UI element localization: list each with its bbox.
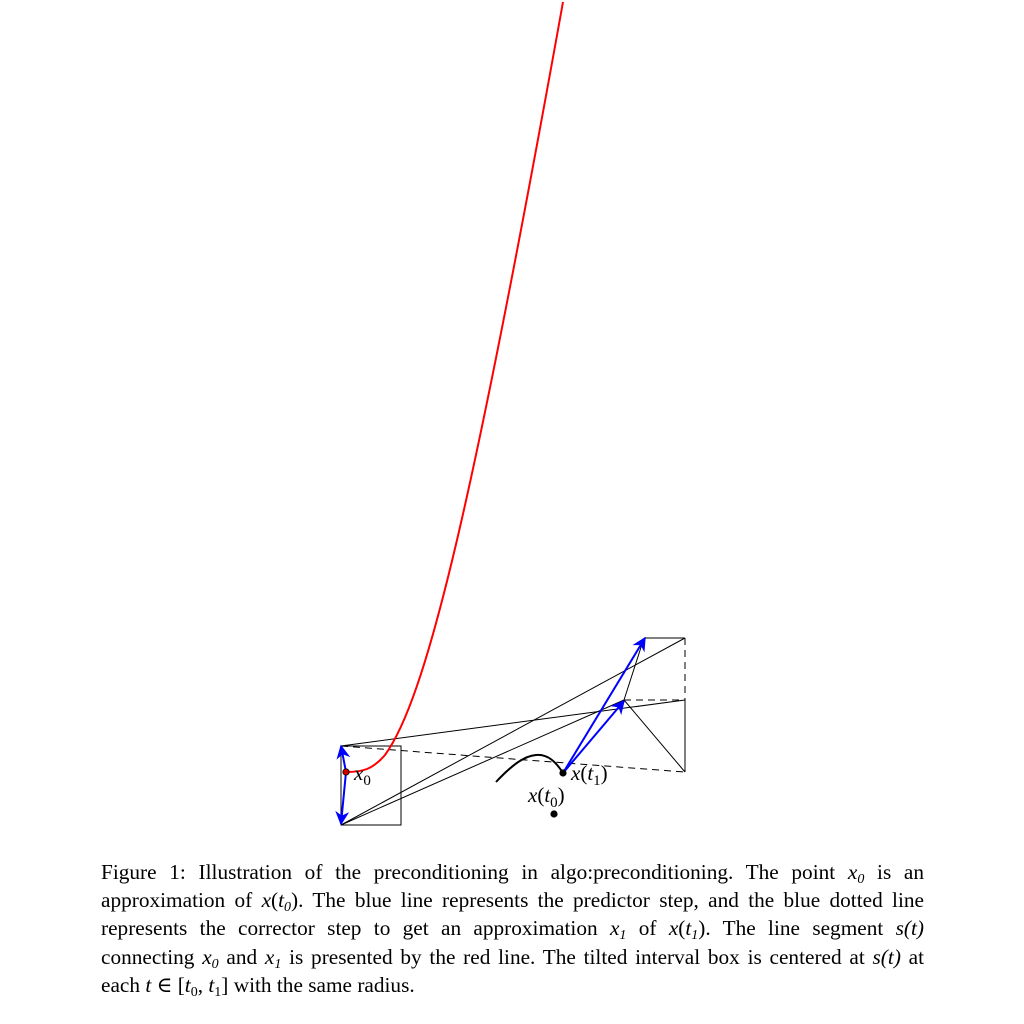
predictor-step-arrow [562, 636, 646, 774]
solution-path-curve [495, 753, 564, 783]
preconditioning-figure: x0 x(t1) x(t0) [335, 1, 686, 826]
x0-point [342, 768, 350, 776]
tube-line-upper-diagonal [340, 637, 686, 826]
label-x0: x0 [353, 761, 371, 789]
caption-text-10: with the same radius. [233, 972, 415, 997]
segment-s-red-line [345, 1, 564, 773]
caption-interval: [t0, t1] [177, 972, 229, 1000]
caption-t-var: t [145, 972, 152, 997]
predictor-arrow-up [336, 744, 351, 773]
caption-x0-var-2: x0 [202, 944, 219, 972]
caption-text-4: of [638, 916, 657, 941]
caption-text-9: at each [101, 944, 925, 997]
caption-figure-label: Figure 1: [101, 860, 186, 884]
caption-x-t1-var: x(t1) [668, 916, 706, 944]
caption-text-7: and [226, 944, 258, 969]
figure-caption: Figure 1: Illustration of the preconditi… [101, 858, 924, 999]
corrector-step-arrow [562, 699, 625, 774]
x-t1-point [559, 769, 567, 777]
caption-x-t0-var: x(t0) [261, 888, 299, 916]
predictor-arrow-down [335, 771, 350, 826]
caption-s-t-var: s(t) [895, 916, 925, 941]
caption-text-3: . The blue line represents the predictor… [101, 888, 924, 941]
caption-x1-var: x1 [609, 916, 627, 944]
caption-x1-var-2: x1 [264, 944, 282, 972]
caption-text-6: connecting [101, 944, 195, 969]
caption-in-symbol: ∈ [156, 972, 173, 997]
x-t0-point [550, 810, 558, 818]
tube-line-top [340, 699, 686, 747]
tube-dashed-top [340, 745, 686, 773]
initial-interval-box [340, 745, 402, 826]
tube-line-lower-diagonal [340, 699, 625, 826]
caption-text-1: Illustration of the preconditioning in a… [198, 860, 836, 884]
caption-text-8: is presented by the red line. The tilted… [289, 944, 865, 969]
label-x-t1: x(t1) [570, 761, 608, 789]
caption-text-2: is an approximation of [101, 860, 925, 913]
caption-x0-var: x0 [847, 860, 865, 887]
caption-text-5: . The line segment [705, 916, 884, 941]
label-x-t0: x(t0) [527, 783, 565, 811]
caption-s-t-var-2: s(t) [872, 944, 901, 969]
